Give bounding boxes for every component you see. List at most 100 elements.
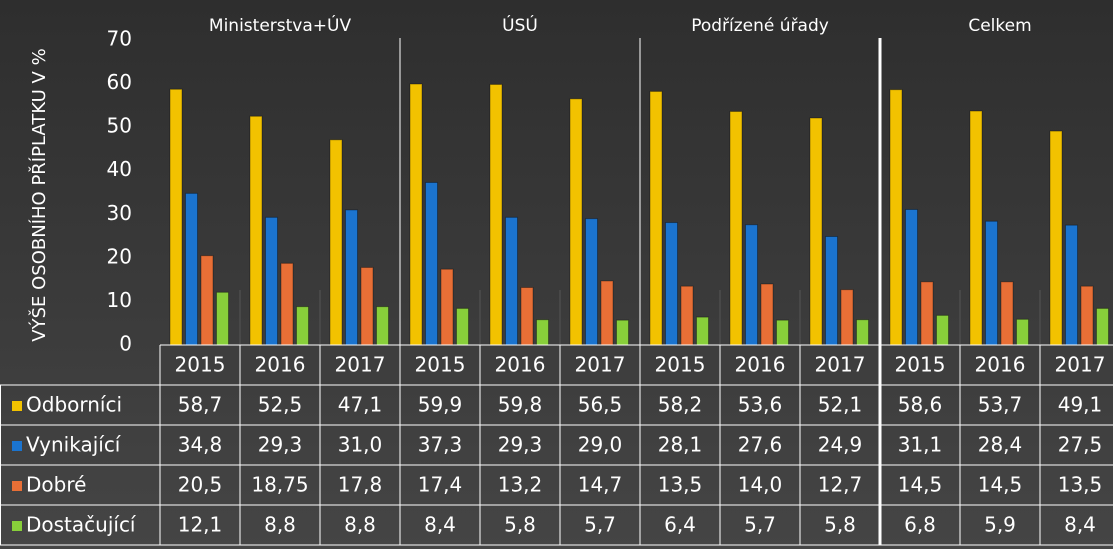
data-label: 53,6	[738, 393, 783, 417]
legend-swatch	[12, 521, 22, 531]
data-label: 58,2	[658, 393, 703, 417]
bar	[249, 115, 263, 346]
bar	[520, 286, 534, 346]
bar	[649, 90, 663, 346]
bar	[745, 224, 758, 346]
data-label: 5,8	[824, 513, 856, 537]
bar	[200, 255, 214, 346]
x-tick-label: 2015	[655, 353, 706, 377]
x-tick-label: 2017	[575, 353, 626, 377]
bar	[360, 266, 374, 346]
bar	[696, 316, 709, 346]
data-label: 52,5	[258, 393, 303, 417]
bar	[1000, 281, 1014, 346]
bar	[216, 291, 229, 346]
data-label: 49,1	[1058, 393, 1103, 417]
data-label: 13,5	[1058, 473, 1103, 497]
data-label: 27,6	[738, 433, 783, 457]
x-tick-label: 2015	[415, 353, 466, 377]
y-axis-label: VÝŠE OSOBNÍHO PŘÍPLATKU V %	[28, 48, 50, 341]
data-label: 59,9	[418, 393, 463, 417]
data-label: 13,2	[498, 473, 543, 497]
data-label: 59,8	[498, 393, 543, 417]
group-label: Podřízené úřady	[691, 16, 829, 36]
data-label: 14,0	[738, 473, 783, 497]
data-label: 28,1	[658, 433, 703, 457]
data-label: 29,3	[498, 433, 543, 457]
data-label: 8,8	[344, 513, 376, 537]
bar	[905, 208, 918, 346]
y-tick-label: 0	[119, 332, 132, 356]
bar	[809, 117, 823, 346]
bar	[169, 88, 183, 346]
y-tick-label: 20	[107, 244, 132, 268]
bar	[840, 289, 854, 346]
x-tick-label: 2015	[175, 353, 226, 377]
x-tick-label: 2017	[1055, 353, 1106, 377]
data-label: 12,1	[178, 513, 223, 537]
data-label: 5,8	[504, 513, 536, 537]
bar	[665, 222, 678, 346]
data-label: 13,5	[658, 473, 703, 497]
group-label: Ministerstva+ÚV	[209, 14, 352, 36]
bar	[280, 262, 294, 346]
bar	[985, 220, 998, 346]
data-label: 14,5	[978, 473, 1023, 497]
data-label: 29,3	[258, 433, 303, 457]
bar	[1016, 318, 1029, 346]
bar	[889, 89, 903, 346]
bar	[600, 280, 614, 346]
y-tick-label: 10	[107, 288, 132, 312]
data-label: 6,4	[664, 513, 696, 537]
bar	[776, 319, 789, 346]
bar	[825, 236, 838, 346]
legend-swatch	[12, 481, 22, 491]
bar	[329, 139, 343, 346]
data-label: 17,8	[338, 473, 383, 497]
x-tick-label: 2016	[255, 353, 306, 377]
bar	[969, 110, 983, 346]
bar	[936, 314, 949, 346]
data-label: 58,6	[898, 393, 943, 417]
data-label: 29,0	[578, 433, 623, 457]
bar	[409, 83, 423, 346]
bar	[489, 83, 503, 346]
data-label: 20,5	[178, 473, 223, 497]
data-label: 34,8	[178, 433, 223, 457]
bar	[856, 319, 869, 346]
group-label: Celkem	[968, 16, 1031, 36]
legend-label: Dostačující	[26, 513, 137, 537]
x-tick-label: 2016	[735, 353, 786, 377]
data-label: 27,5	[1058, 433, 1103, 457]
bar	[680, 285, 694, 346]
y-tick-label: 50	[107, 114, 132, 138]
data-label: 8,4	[424, 513, 456, 537]
bar	[1049, 130, 1063, 346]
data-label: 31,1	[898, 433, 943, 457]
bar	[505, 216, 518, 346]
bar	[440, 268, 454, 346]
data-label: 47,1	[338, 393, 383, 417]
bar	[569, 98, 583, 346]
data-label: 5,7	[584, 513, 616, 537]
data-label: 31,0	[338, 433, 383, 457]
bar	[920, 281, 934, 346]
x-tick-label: 2017	[335, 353, 386, 377]
bar	[425, 181, 438, 346]
legend-swatch	[12, 441, 22, 451]
x-tick-label: 2015	[895, 353, 946, 377]
y-tick-label: 70	[107, 27, 132, 51]
bar	[296, 306, 309, 346]
y-tick-label: 30	[107, 201, 132, 225]
legend-label: Odborníci	[26, 393, 122, 417]
bar	[345, 209, 358, 346]
data-label: 12,7	[818, 473, 863, 497]
data-label: 28,4	[978, 433, 1023, 457]
bar	[729, 110, 743, 346]
bar	[1080, 285, 1094, 346]
bar	[760, 283, 774, 346]
data-label: 56,5	[578, 393, 623, 417]
data-label: 53,7	[978, 393, 1023, 417]
data-label: 37,3	[418, 433, 463, 457]
